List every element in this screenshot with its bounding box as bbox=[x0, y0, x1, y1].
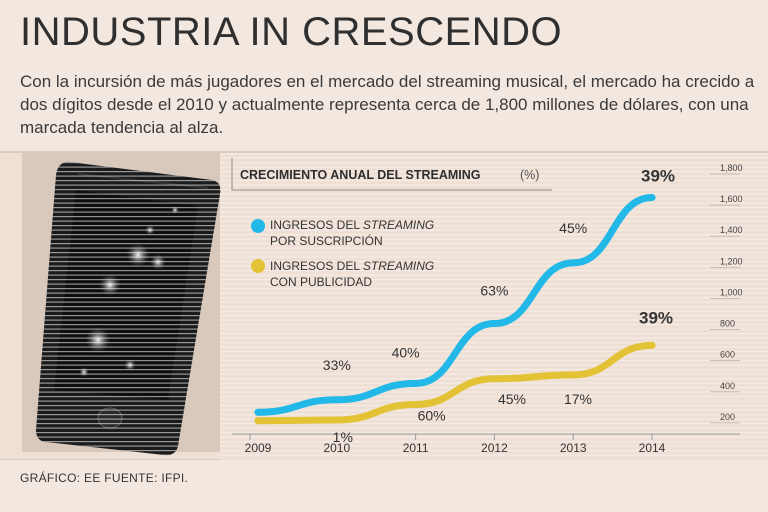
data-label: 39% bbox=[641, 167, 675, 186]
series-layer: 33% 40% 63% 45% 39% 1% 60% 45% 17% 39% bbox=[254, 167, 675, 445]
legend-subscription: INGRESOS DEL STREAMING POR SUSCRIPCIÓN bbox=[251, 218, 434, 248]
data-label: 33% bbox=[323, 357, 351, 373]
stripe-texture bbox=[220, 152, 768, 460]
x-axis: 2009 2010 2011 2012 2013 2014 bbox=[232, 433, 740, 455]
legend-label-advertising-1: INGRESOS DEL bbox=[270, 259, 363, 273]
x-tick-label: 2012 bbox=[481, 441, 508, 455]
legend-advertising: INGRESOS DEL STREAMING CON PUBLICIDAD bbox=[251, 259, 434, 289]
y-tick: 1,800 bbox=[710, 163, 743, 175]
y-axis: 200 400 600 800 1,000 1,200 1,400 1,600 1,800 bbox=[710, 163, 743, 424]
y-tick-label: 200 bbox=[720, 412, 735, 422]
x-tick-label: 2013 bbox=[560, 441, 587, 455]
data-label: 45% bbox=[498, 391, 526, 407]
data-point bbox=[412, 379, 420, 387]
y-tick-label: 1,600 bbox=[720, 194, 743, 204]
data-point bbox=[648, 194, 656, 202]
data-label: 60% bbox=[418, 407, 446, 423]
y-tick-label: 1,000 bbox=[720, 287, 743, 297]
chart: CRECIMIENTO ANUAL DEL STREAMING (%) 200 4… bbox=[0, 151, 768, 460]
x-tick-label: 2011 bbox=[403, 441, 429, 455]
legend-swatch-subscription bbox=[251, 219, 265, 233]
y-tick: 800 bbox=[710, 319, 740, 331]
legend-label-advertising-2: CON PUBLICIDAD bbox=[270, 275, 372, 289]
y-tick-label: 1,200 bbox=[720, 256, 743, 266]
data-point bbox=[648, 341, 656, 349]
y-tick: 1,400 bbox=[710, 225, 743, 237]
legend-label-subscription-1: INGRESOS DEL bbox=[270, 218, 363, 232]
data-label: 45% bbox=[559, 220, 587, 236]
y-tick: 600 bbox=[710, 350, 740, 362]
data-point bbox=[490, 375, 498, 383]
chart-title: CRECIMIENTO ANUAL DEL STREAMING bbox=[240, 168, 481, 182]
data-label: 63% bbox=[480, 283, 508, 299]
legend-label-subscription-2: POR SUSCRIPCIÓN bbox=[270, 233, 383, 248]
data-point bbox=[254, 417, 262, 425]
data-label: 39% bbox=[639, 308, 673, 327]
y-tick-label: 1,800 bbox=[720, 163, 743, 173]
legend-swatch-advertising bbox=[251, 259, 265, 273]
source-credit: GRÁFICO: EE FUENTE: IFPI. bbox=[20, 471, 189, 485]
data-label: 40% bbox=[392, 344, 420, 360]
legend-label-advertising-italic: STREAMING bbox=[363, 259, 434, 273]
y-tick: 400 bbox=[710, 381, 740, 393]
y-tick: 1,200 bbox=[710, 256, 743, 268]
y-tick: 1,000 bbox=[710, 287, 743, 299]
data-point bbox=[490, 320, 498, 328]
svg-text:INGRESOS DEL STREAMING: INGRESOS DEL STREAMING bbox=[270, 259, 434, 273]
y-tick-label: 800 bbox=[720, 319, 735, 329]
y-tick-label: 1,400 bbox=[720, 225, 743, 235]
data-point bbox=[333, 416, 341, 424]
x-tick-label: 2009 bbox=[245, 441, 272, 455]
data-point bbox=[333, 396, 341, 404]
y-tick: 200 bbox=[710, 412, 740, 424]
data-point bbox=[412, 400, 420, 408]
data-label: 1% bbox=[333, 429, 353, 445]
intro-paragraph: Con la incursión de más jugadores en el … bbox=[20, 72, 755, 137]
data-point bbox=[254, 408, 262, 416]
smartphone-illustration bbox=[36, 161, 221, 456]
data-point bbox=[569, 371, 577, 379]
data-label: 17% bbox=[564, 391, 592, 407]
legend-label-subscription-italic: STREAMING bbox=[363, 218, 434, 232]
svg-text:INGRESOS DEL STREAMING: INGRESOS DEL STREAMING bbox=[270, 218, 434, 232]
legend: INGRESOS DEL STREAMING POR SUSCRIPCIÓN I… bbox=[251, 218, 434, 289]
y-tick-label: 400 bbox=[720, 381, 735, 391]
y-tick: 1,600 bbox=[710, 194, 743, 206]
x-tick-label: 2010 bbox=[323, 441, 350, 455]
chart-title-box: CRECIMIENTO ANUAL DEL STREAMING (%) bbox=[231, 158, 552, 191]
chart-title-unit: (%) bbox=[520, 168, 539, 182]
data-point bbox=[569, 259, 577, 267]
page-title: INDUSTRIA IN CRESCENDO bbox=[20, 10, 563, 54]
y-tick-label: 600 bbox=[720, 350, 735, 360]
x-tick-label: 2014 bbox=[639, 441, 666, 455]
